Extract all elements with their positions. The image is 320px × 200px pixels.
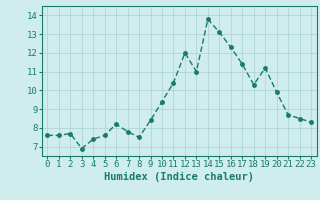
X-axis label: Humidex (Indice chaleur): Humidex (Indice chaleur)	[104, 172, 254, 182]
